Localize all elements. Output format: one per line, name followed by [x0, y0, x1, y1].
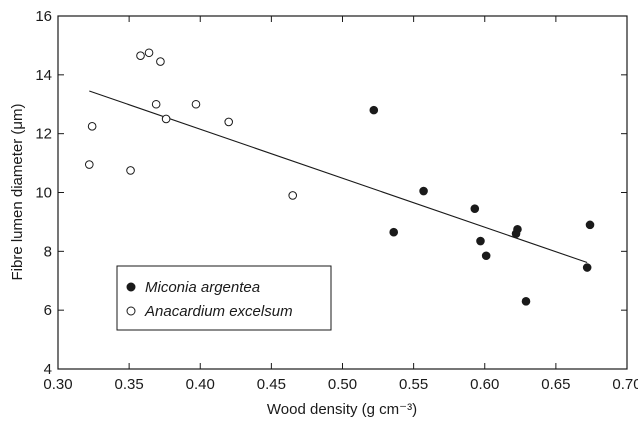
trendline-layer — [89, 90, 588, 264]
data-point-miconia — [481, 251, 491, 261]
x-tick-label: 0.65 — [541, 376, 570, 393]
data-point-miconia — [513, 224, 522, 234]
x-tick-label: 0.60 — [470, 376, 499, 393]
x-tick-label: 0.45 — [257, 376, 286, 393]
data-point-miconia — [419, 186, 428, 196]
legend-box — [116, 265, 332, 331]
data-point-anacardium — [156, 57, 165, 66]
regression-line — [89, 90, 588, 264]
data-point-anacardium — [161, 114, 171, 124]
y-tick-label: 12 — [35, 126, 52, 143]
data-point-anacardium — [224, 117, 233, 127]
x-axis-title: Wood density (g cm⁻³) — [267, 401, 417, 418]
data-point-anacardium — [288, 191, 298, 200]
y-axis-title: Fibre lumen diameter (μm) — [9, 103, 26, 280]
y-tick-label: 10 — [35, 185, 52, 202]
data-point-anacardium — [87, 122, 97, 131]
data-point-anacardium — [136, 51, 145, 61]
data-point-miconia — [476, 236, 485, 246]
legend-marker-miconia — [126, 282, 136, 292]
x-tick-label: 0.35 — [115, 376, 144, 393]
x-tick-label: 0.40 — [186, 376, 215, 393]
data-point-miconia — [389, 227, 399, 237]
data-point-miconia — [521, 297, 531, 306]
x-tick-label: 0.55 — [399, 376, 428, 393]
data-point-anacardium — [84, 160, 94, 169]
data-point-miconia — [585, 220, 595, 230]
x-tick-label: 0.50 — [328, 376, 357, 393]
data-point-miconia — [369, 105, 379, 115]
legend-marker-anacardium — [126, 306, 136, 316]
data-point-miconia — [582, 263, 592, 272]
data-point-miconia — [470, 204, 480, 213]
data-point-anacardium — [151, 99, 161, 109]
x-tick-label: 0.30 — [43, 376, 72, 393]
axis-ticks: 0.30 0.35 0.40 0.45 0.50 0.55 0.60 0.65 0.70 4 6 8 1… — [35, 8, 638, 393]
x-tick-label: 0.70 — [612, 376, 638, 393]
legend-label-miconia: Miconia argentea — [145, 279, 260, 296]
y-tick-label: 16 — [35, 8, 52, 25]
data-point-anacardium — [191, 99, 201, 109]
legend-label-anacardium: Anacardium excelsum — [144, 303, 293, 320]
y-tick-label: 14 — [35, 67, 52, 84]
y-tick-label: 6 — [44, 302, 52, 319]
data-points — [84, 48, 595, 306]
y-tick-label: 4 — [44, 361, 52, 378]
legend: Miconia argentea Anacardium excelsum — [116, 265, 332, 331]
data-point-anacardium — [144, 48, 154, 58]
data-point-anacardium — [126, 166, 135, 175]
y-tick-label: 8 — [44, 243, 52, 260]
